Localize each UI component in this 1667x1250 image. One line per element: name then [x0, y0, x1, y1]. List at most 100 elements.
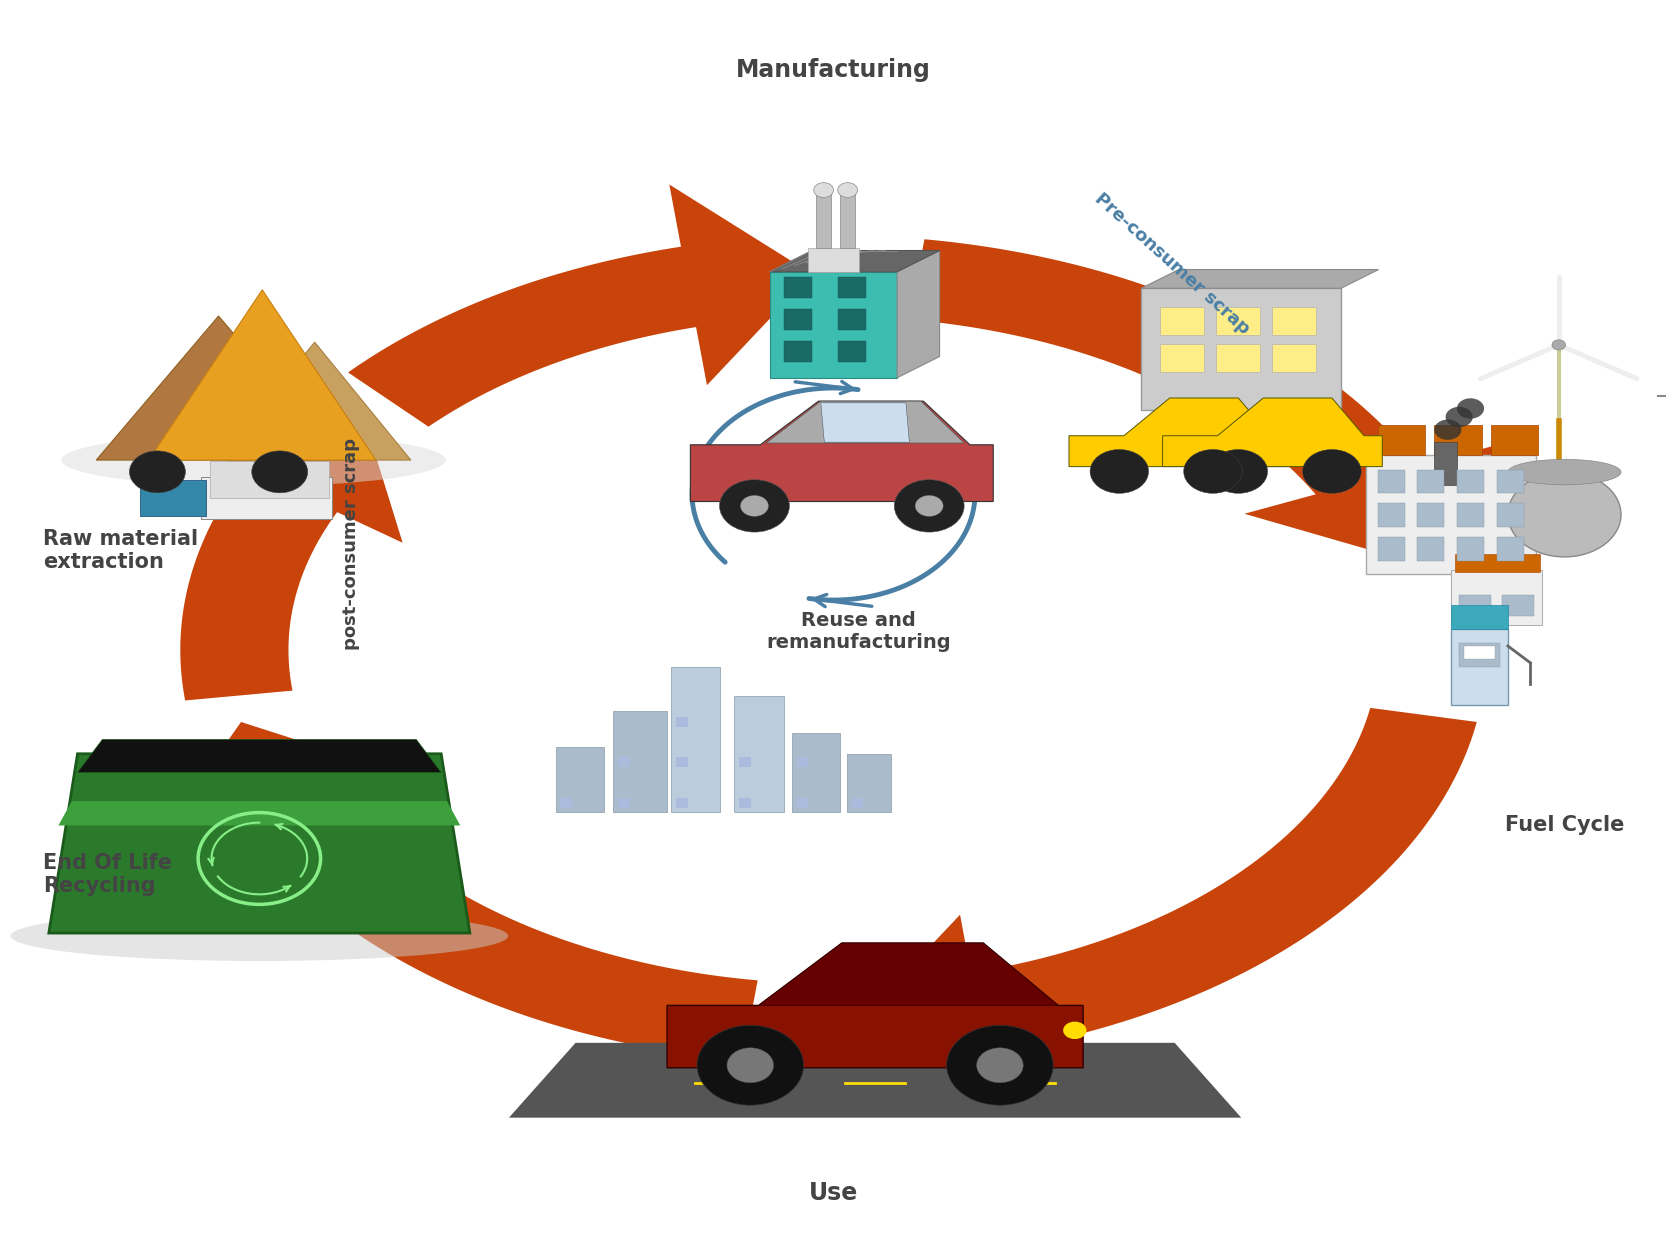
- Polygon shape: [767, 401, 964, 442]
- Text: post-consumer scrap: post-consumer scrap: [342, 438, 360, 650]
- FancyBboxPatch shape: [1459, 644, 1500, 668]
- FancyBboxPatch shape: [783, 341, 812, 361]
- Circle shape: [977, 1048, 1024, 1082]
- FancyBboxPatch shape: [738, 798, 750, 808]
- FancyBboxPatch shape: [1464, 646, 1495, 659]
- FancyBboxPatch shape: [797, 798, 808, 808]
- FancyBboxPatch shape: [1434, 442, 1457, 485]
- Text: Manufacturing: Manufacturing: [737, 58, 930, 81]
- FancyBboxPatch shape: [202, 478, 332, 519]
- Polygon shape: [897, 250, 940, 378]
- Circle shape: [1509, 472, 1620, 558]
- Text: Raw material
extraction: Raw material extraction: [43, 529, 198, 571]
- FancyBboxPatch shape: [677, 798, 688, 808]
- Polygon shape: [158, 722, 415, 840]
- FancyBboxPatch shape: [210, 461, 328, 498]
- FancyBboxPatch shape: [1417, 504, 1445, 528]
- Polygon shape: [508, 1042, 1242, 1118]
- FancyBboxPatch shape: [1377, 538, 1405, 561]
- FancyBboxPatch shape: [1272, 345, 1317, 372]
- Text: End Of Life
Recycling: End Of Life Recycling: [43, 853, 172, 896]
- FancyBboxPatch shape: [140, 480, 207, 516]
- Ellipse shape: [1509, 459, 1620, 485]
- FancyBboxPatch shape: [618, 758, 630, 768]
- FancyBboxPatch shape: [1457, 470, 1484, 494]
- FancyBboxPatch shape: [738, 758, 750, 768]
- FancyBboxPatch shape: [815, 190, 832, 249]
- Text: Use: Use: [808, 1181, 859, 1205]
- FancyBboxPatch shape: [1497, 504, 1524, 528]
- Polygon shape: [1162, 398, 1382, 466]
- Polygon shape: [820, 402, 910, 442]
- FancyBboxPatch shape: [840, 190, 855, 249]
- Circle shape: [1209, 450, 1267, 494]
- FancyBboxPatch shape: [733, 696, 785, 813]
- FancyBboxPatch shape: [1160, 345, 1204, 372]
- Polygon shape: [78, 740, 442, 772]
- Polygon shape: [667, 942, 1084, 1068]
- FancyBboxPatch shape: [1452, 629, 1509, 705]
- Polygon shape: [770, 250, 940, 271]
- Polygon shape: [670, 185, 812, 385]
- FancyBboxPatch shape: [1457, 538, 1484, 561]
- FancyBboxPatch shape: [839, 341, 867, 361]
- FancyBboxPatch shape: [1452, 570, 1542, 625]
- Polygon shape: [97, 316, 340, 460]
- Polygon shape: [758, 942, 1059, 1005]
- Circle shape: [720, 480, 790, 532]
- Polygon shape: [845, 945, 979, 1002]
- FancyBboxPatch shape: [808, 249, 859, 271]
- Circle shape: [740, 495, 768, 516]
- FancyBboxPatch shape: [1452, 605, 1509, 629]
- FancyBboxPatch shape: [1417, 470, 1445, 494]
- FancyBboxPatch shape: [792, 732, 840, 813]
- Polygon shape: [1142, 289, 1340, 410]
- Text: Pre-consumer scrap: Pre-consumer scrap: [1092, 190, 1254, 339]
- FancyBboxPatch shape: [1490, 425, 1539, 455]
- Circle shape: [727, 1048, 773, 1082]
- Circle shape: [947, 1025, 1054, 1105]
- Polygon shape: [690, 401, 994, 501]
- Circle shape: [1457, 399, 1484, 419]
- Text: Reuse and
remanufacturing: Reuse and remanufacturing: [767, 611, 950, 651]
- Circle shape: [915, 495, 944, 516]
- FancyBboxPatch shape: [1377, 504, 1405, 528]
- Circle shape: [813, 182, 834, 198]
- FancyBboxPatch shape: [783, 309, 812, 330]
- FancyBboxPatch shape: [672, 668, 720, 812]
- FancyBboxPatch shape: [1502, 595, 1534, 616]
- Circle shape: [894, 480, 964, 532]
- FancyBboxPatch shape: [1367, 455, 1535, 574]
- Polygon shape: [212, 752, 757, 1060]
- FancyBboxPatch shape: [847, 754, 890, 812]
- Circle shape: [1434, 420, 1462, 440]
- Polygon shape: [218, 342, 410, 460]
- FancyBboxPatch shape: [618, 798, 630, 808]
- FancyBboxPatch shape: [839, 309, 867, 330]
- FancyBboxPatch shape: [839, 278, 867, 299]
- Circle shape: [1552, 340, 1565, 350]
- FancyBboxPatch shape: [1377, 425, 1425, 455]
- Polygon shape: [58, 801, 460, 825]
- FancyBboxPatch shape: [677, 758, 688, 768]
- Circle shape: [1445, 406, 1472, 428]
- FancyBboxPatch shape: [797, 758, 808, 768]
- FancyBboxPatch shape: [1377, 470, 1405, 494]
- FancyBboxPatch shape: [1417, 538, 1445, 561]
- FancyBboxPatch shape: [555, 748, 603, 812]
- Polygon shape: [48, 754, 470, 932]
- FancyBboxPatch shape: [783, 278, 812, 299]
- Polygon shape: [1245, 445, 1499, 565]
- FancyBboxPatch shape: [1217, 345, 1260, 372]
- Polygon shape: [1142, 270, 1379, 289]
- FancyBboxPatch shape: [1160, 308, 1204, 335]
- Polygon shape: [148, 290, 375, 460]
- Circle shape: [697, 1025, 803, 1105]
- Circle shape: [839, 182, 857, 198]
- FancyBboxPatch shape: [1455, 554, 1540, 572]
- Polygon shape: [910, 707, 1477, 1060]
- Polygon shape: [180, 430, 372, 700]
- FancyBboxPatch shape: [1217, 308, 1260, 335]
- Ellipse shape: [10, 911, 508, 961]
- Circle shape: [1302, 450, 1362, 494]
